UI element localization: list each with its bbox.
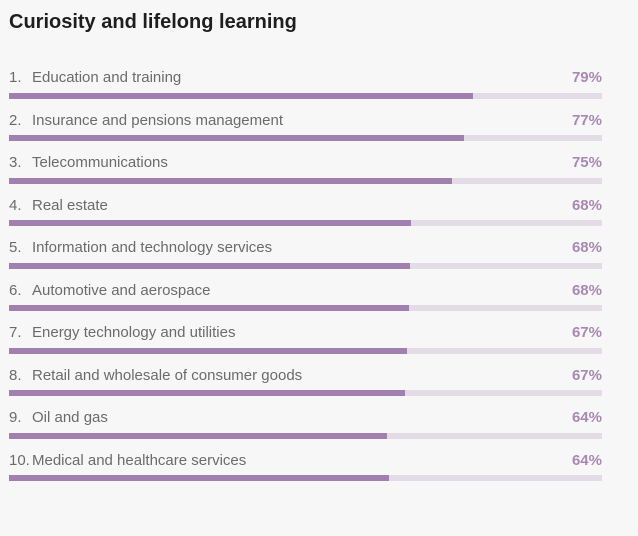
- category-name: Energy technology and utilities: [32, 324, 236, 341]
- value-label: 64%: [571, 409, 602, 426]
- category-label: 3. Telecommunications: [9, 154, 168, 171]
- bar: [9, 432, 387, 439]
- chart-title: Curiosity and lifelong learning: [9, 11, 297, 33]
- category-name: Real estate: [32, 196, 108, 214]
- category-label: 9. Oil and gas: [9, 409, 108, 426]
- value-label: 64%: [571, 451, 602, 469]
- bar-row: 8. Retail and wholesale of consumer goods…: [9, 366, 602, 409]
- category-label: 1. Education and training: [9, 69, 181, 86]
- bar-track: [9, 475, 602, 481]
- bar: [9, 305, 409, 311]
- value-label: 75%: [571, 154, 602, 171]
- category-name: Telecommunications: [32, 154, 168, 171]
- rank-number: 6.: [9, 281, 22, 299]
- category-label: 6. Automotive and aerospace: [9, 282, 210, 299]
- bar-track: [9, 92, 602, 99]
- bar-row: 2. Insurance and pensions management 77%: [9, 111, 602, 154]
- category-label: 5. Information and technology services: [9, 239, 272, 256]
- rank-number: 1.: [9, 69, 22, 86]
- bar-row: 4. Real estate 68%: [9, 196, 602, 239]
- bar: [9, 220, 411, 226]
- bar-row: 3. Telecommunications 75%: [9, 153, 602, 196]
- category-name: Oil and gas: [32, 409, 108, 426]
- bar-track: [9, 347, 602, 354]
- rank-number: 9.: [9, 409, 22, 426]
- category-name: Education and training: [32, 69, 182, 86]
- category-label: 10. Medical and healthcare services: [9, 452, 246, 469]
- value-label: 68%: [571, 281, 602, 299]
- value-label: 68%: [571, 196, 602, 214]
- value-label: 79%: [571, 69, 602, 86]
- rank-number: 4.: [9, 196, 22, 214]
- bar: [9, 92, 473, 99]
- category-name: Medical and healthcare services: [32, 451, 247, 469]
- bar-track: [9, 390, 602, 396]
- bar-track: [9, 220, 602, 226]
- rank-number: 10.: [9, 451, 30, 469]
- bar-row: 7. Energy technology and utilities 67%: [9, 323, 602, 366]
- bar: [9, 475, 389, 481]
- bar: [9, 347, 407, 354]
- bar-track: [9, 432, 602, 439]
- category-name: Insurance and pensions management: [32, 111, 284, 129]
- value-label: 68%: [571, 239, 602, 256]
- value-label: 67%: [571, 366, 602, 384]
- bar-list: 1. Education and training 79% 2. Insurance a…: [9, 68, 602, 493]
- rank-number: 3.: [9, 154, 22, 171]
- bar-row: 9. Oil and gas 64%: [9, 408, 602, 451]
- rank-number: 7.: [9, 324, 22, 341]
- bar-track: [9, 305, 602, 311]
- category-label: 8. Retail and wholesale of consumer goods: [9, 367, 302, 384]
- category-label: 4. Real estate: [9, 197, 108, 214]
- bar-track: [9, 262, 602, 269]
- bar-row: 5. Information and technology services 68%: [9, 238, 602, 281]
- bar-row: 10. Medical and healthcare services 64%: [9, 451, 602, 494]
- category-name: Automotive and aerospace: [32, 281, 211, 299]
- value-label: 67%: [571, 324, 602, 341]
- bar-track: [9, 177, 602, 184]
- bar-track: [9, 135, 602, 141]
- bar: [9, 390, 405, 396]
- category-label: 2. Insurance and pensions management: [9, 112, 283, 129]
- value-label: 77%: [571, 111, 602, 129]
- bar: [9, 135, 464, 141]
- bar-row: 1. Education and training 79%: [9, 68, 602, 111]
- rank-number: 8.: [9, 366, 22, 384]
- category-name: Information and technology services: [32, 239, 273, 256]
- bar: [9, 262, 410, 269]
- category-name: Retail and wholesale of consumer goods: [32, 366, 303, 384]
- rank-number: 2.: [9, 111, 22, 129]
- category-label: 7. Energy technology and utilities: [9, 324, 235, 341]
- bar-row: 6. Automotive and aerospace 68%: [9, 281, 602, 324]
- bar: [9, 177, 452, 184]
- rank-number: 5.: [9, 239, 22, 256]
